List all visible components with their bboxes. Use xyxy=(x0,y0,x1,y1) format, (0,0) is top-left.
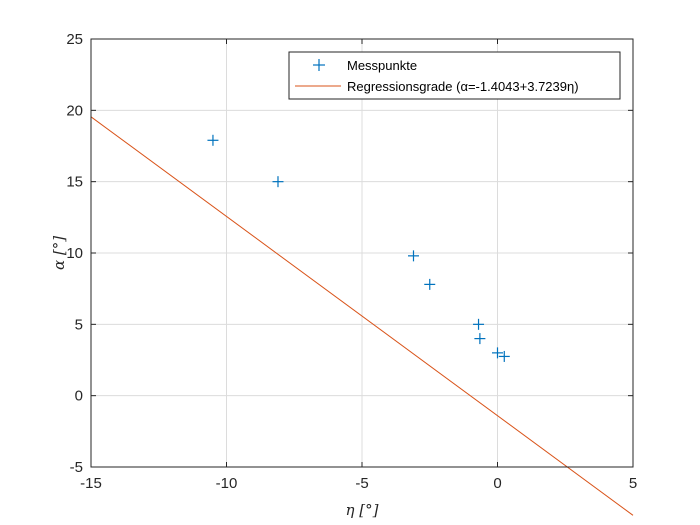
data-point-1 xyxy=(207,134,219,146)
x-tick-label: -10 xyxy=(216,475,238,492)
data-point-4 xyxy=(424,278,436,290)
legend-label-markers: Messpunkte xyxy=(347,58,417,73)
y-tick-label: 0 xyxy=(75,388,83,405)
x-tick-label: 0 xyxy=(493,475,501,492)
data-point-7 xyxy=(492,347,503,359)
tick-marks: -15 -10 -5 0 5 -5 0 5 10 15 20 25 xyxy=(66,31,637,492)
x-tick-label: 5 xyxy=(629,475,637,492)
y-tick-label: 10 xyxy=(66,245,83,262)
data-point-8 xyxy=(498,350,510,362)
series-layer xyxy=(90,116,634,516)
data-point-6 xyxy=(474,333,486,345)
y-tick-label: -5 xyxy=(70,459,83,476)
regression-line xyxy=(90,116,634,516)
y-tick-label: 20 xyxy=(66,102,83,119)
legend-box xyxy=(288,51,621,100)
legend-label-line: Regressionsgrade (α=-1.4043+3.7239η) xyxy=(347,79,579,94)
legend-item-line: Regressionsgrade (α=-1.4043+3.7239η) xyxy=(295,79,579,94)
x-tick-label: -15 xyxy=(80,475,102,492)
data-point-2 xyxy=(272,176,284,188)
y-tick-label: 15 xyxy=(66,174,83,191)
legend-item-markers: Messpunkte xyxy=(313,58,417,73)
data-point-3 xyxy=(407,250,419,262)
x-tick-label: -5 xyxy=(355,475,368,492)
data-point-5 xyxy=(473,318,485,330)
y-axis-label: α [°] xyxy=(50,236,68,270)
x-axis-label: η [°] xyxy=(346,501,379,519)
y-tick-label: 5 xyxy=(75,316,83,333)
legend: Messpunkte Regressionsgrade (α=-1.4043+3.… xyxy=(288,51,621,100)
y-tick-label: 25 xyxy=(66,31,83,48)
